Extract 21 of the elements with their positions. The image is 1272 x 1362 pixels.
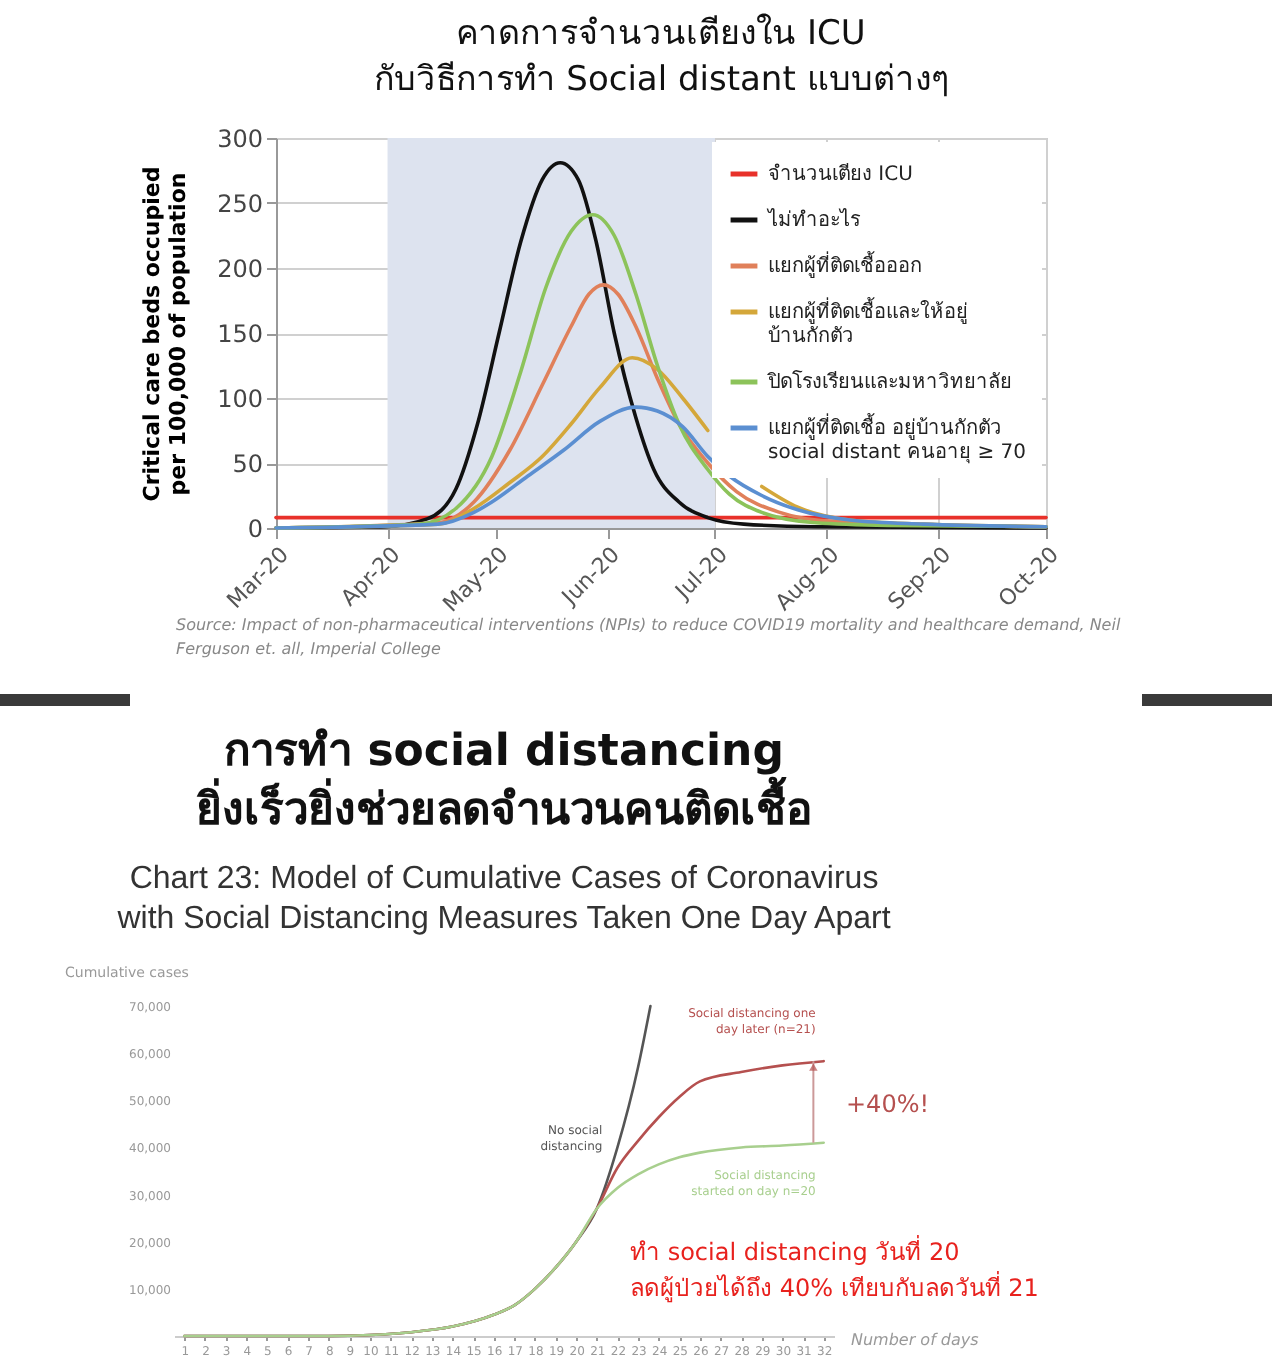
- y-tick-label: 250: [217, 190, 263, 218]
- text: +40%!: [845, 1090, 929, 1118]
- y-tick-label: 100: [217, 385, 263, 413]
- annotation: ทำ social distancing วันที่ 20 ลดผู้ป่วยได้ถึง 40% เทียบกับลดวันที่ 21: [629, 1234, 1038, 1304]
- legend-label: ไม่ทำอะไร: [766, 208, 862, 232]
- chart-subtitle: Chart 23: Model of Cumulative Cases of Coronavirus with Social Distancing Measures Taken One Day Apart: [114, 862, 891, 936]
- legend-label: แยกผู้ที่ติดเชื้อ อยู่บ้านกักตัว social distant คนอายุ ≥ 70: [768, 412, 1026, 464]
- x-axis-title: Number of days: [850, 1331, 978, 1349]
- legend-label: จำนวนเตียง ICU: [768, 162, 913, 186]
- chart-title: การทำ social distancing ยิ่งเร็วยิ่งช่วยลดจำนวนคนติดเชื้อ: [195, 726, 811, 836]
- source-note: Source: Impact of non-pharmaceutical interventions (NPIs) to reduce COVID19 mortality and healthcare demand, Neil Ferguson et. all, Imperial College: [176, 616, 1122, 658]
- y-axis-title: Critical care beds occupied per 100,000 of population: [139, 166, 192, 502]
- y-tick-label: 0: [247, 515, 263, 543]
- y-tick-label: 200: [217, 255, 263, 283]
- chart-title: คาดการจำนวนเตียงใน ICU กับวิธีการทำ Social distant แบบต่างๆ: [373, 12, 949, 100]
- y-tick-label: 50: [232, 450, 263, 478]
- y-tick-label: 150: [217, 320, 263, 348]
- legend-label: แยกผู้ที่ติดเชื้อออก: [768, 250, 922, 278]
- legend-label: แยกผู้ที่ติดเชื้อและให้อยู่ บ้านกักตัว: [768, 296, 968, 348]
- y-tick-label: 300: [217, 125, 263, 153]
- legend-label: ปิดโรงเรียนและมหาวิทยาลัย: [766, 368, 1012, 394]
